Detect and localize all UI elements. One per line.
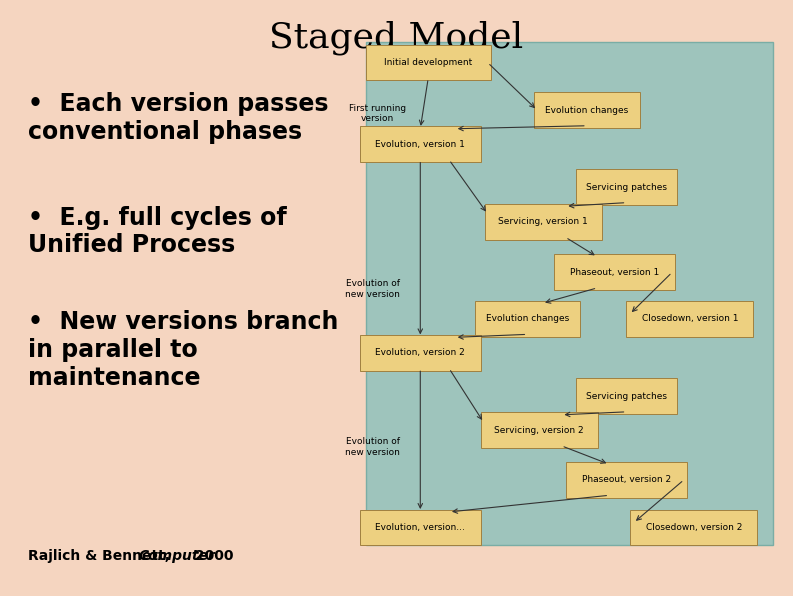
- Text: •  E.g. full cycles of
Unified Process: • E.g. full cycles of Unified Process: [28, 206, 286, 257]
- FancyBboxPatch shape: [485, 204, 602, 240]
- Text: Evolution, version 1: Evolution, version 1: [375, 139, 465, 149]
- Text: •  New versions branch
in parallel to
maintenance: • New versions branch in parallel to mai…: [28, 310, 338, 390]
- Text: Initial development: Initial development: [384, 58, 473, 67]
- Text: Phaseout, version 2: Phaseout, version 2: [582, 475, 671, 485]
- Text: Computer: Computer: [139, 550, 216, 563]
- FancyBboxPatch shape: [366, 45, 491, 80]
- Text: Evolution of
new version: Evolution of new version: [345, 280, 400, 299]
- FancyBboxPatch shape: [576, 169, 677, 205]
- FancyBboxPatch shape: [359, 335, 481, 371]
- Text: Evolution, version 2: Evolution, version 2: [375, 348, 465, 358]
- FancyBboxPatch shape: [534, 92, 639, 128]
- Text: Evolution, version...: Evolution, version...: [375, 523, 465, 532]
- Text: Phaseout, version 1: Phaseout, version 1: [570, 268, 659, 277]
- Text: •  Each version passes
conventional phases: • Each version passes conventional phase…: [28, 92, 328, 144]
- FancyBboxPatch shape: [481, 412, 598, 448]
- Text: Evolution changes: Evolution changes: [486, 314, 569, 324]
- Text: Rajlich & Bennett,: Rajlich & Bennett,: [28, 550, 174, 563]
- Text: First running
version: First running version: [349, 104, 406, 123]
- Text: Closedown, version 2: Closedown, version 2: [646, 523, 742, 532]
- FancyBboxPatch shape: [554, 254, 676, 290]
- FancyBboxPatch shape: [626, 301, 753, 337]
- Text: Servicing patches: Servicing patches: [586, 182, 667, 192]
- Text: Evolution of
new version: Evolution of new version: [345, 437, 400, 457]
- Text: Servicing, version 1: Servicing, version 1: [498, 217, 588, 226]
- Text: Servicing, version 2: Servicing, version 2: [494, 426, 584, 435]
- FancyBboxPatch shape: [576, 378, 677, 414]
- Text: Closedown, version 1: Closedown, version 1: [642, 314, 738, 324]
- Text: Staged Model: Staged Model: [270, 21, 523, 55]
- Text: Servicing patches: Servicing patches: [586, 392, 667, 401]
- FancyBboxPatch shape: [366, 42, 773, 545]
- FancyBboxPatch shape: [359, 510, 481, 545]
- FancyBboxPatch shape: [474, 301, 580, 337]
- FancyBboxPatch shape: [630, 510, 757, 545]
- Text: 2000: 2000: [190, 550, 233, 563]
- FancyBboxPatch shape: [359, 126, 481, 162]
- FancyBboxPatch shape: [566, 462, 687, 498]
- Text: Evolution changes: Evolution changes: [546, 105, 628, 115]
